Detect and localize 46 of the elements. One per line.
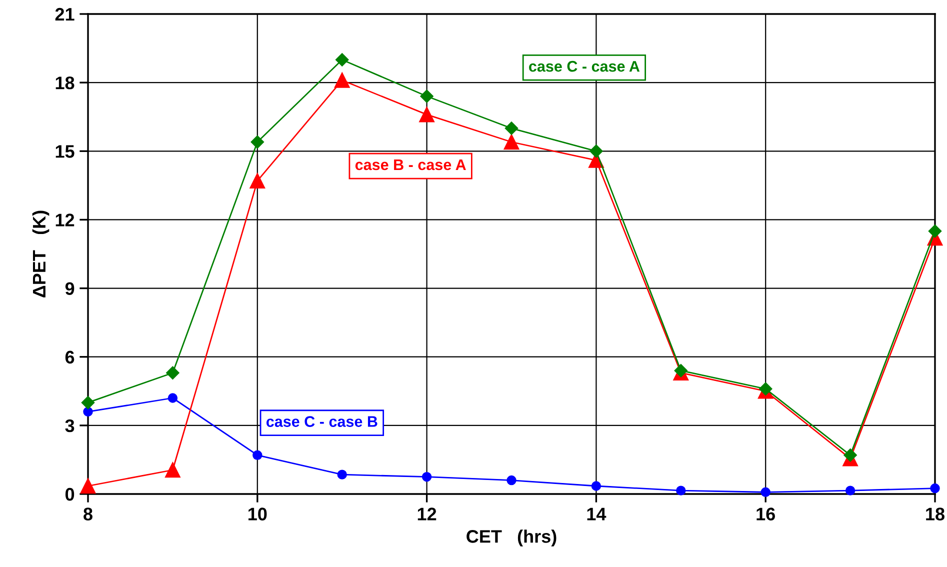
point	[590, 144, 603, 158]
y-tick-label: 0	[65, 488, 74, 501]
point	[760, 487, 770, 498]
y-tick-label: 3	[65, 419, 74, 432]
x-tick-label: 12	[418, 508, 436, 520]
x-tick-label: 18	[926, 508, 944, 520]
y-tick-label: 18	[56, 76, 74, 90]
y-tick-label: 21	[55, 8, 74, 21]
point	[676, 486, 686, 496]
x-tick-label: 10	[248, 508, 267, 520]
point	[165, 462, 180, 478]
point	[168, 393, 178, 403]
text: case C - case A	[529, 60, 640, 72]
y-tick-label: 6	[65, 350, 74, 364]
point	[930, 483, 940, 494]
text: case B - case A	[355, 159, 466, 170]
point	[252, 450, 262, 460]
point	[336, 53, 349, 66]
point	[337, 470, 347, 480]
x-tick-label: 16	[756, 508, 775, 520]
point	[506, 475, 516, 486]
point	[759, 382, 772, 396]
point	[250, 173, 266, 188]
point	[845, 486, 856, 496]
point	[83, 406, 93, 417]
y-axis-title: ΔPET (K)	[32, 210, 50, 298]
point	[166, 366, 180, 380]
series-label: case C - case B	[266, 416, 378, 427]
point	[928, 224, 942, 238]
x-tick-label: 14	[587, 508, 606, 520]
point	[420, 90, 434, 103]
point	[844, 448, 857, 462]
y-tick-label: 9	[65, 282, 74, 296]
point	[334, 72, 350, 88]
y-tick-label: 15	[56, 145, 74, 158]
point	[419, 106, 434, 122]
y-tick-label: 12	[56, 214, 74, 226]
point	[422, 472, 432, 482]
point	[674, 364, 688, 378]
point	[591, 481, 602, 491]
point	[504, 122, 518, 135]
point	[250, 135, 264, 149]
x-tick-label: 8	[84, 508, 92, 520]
point	[504, 134, 520, 150]
point	[81, 396, 95, 410]
x-axis-title: CET (hrs)	[466, 530, 556, 546]
